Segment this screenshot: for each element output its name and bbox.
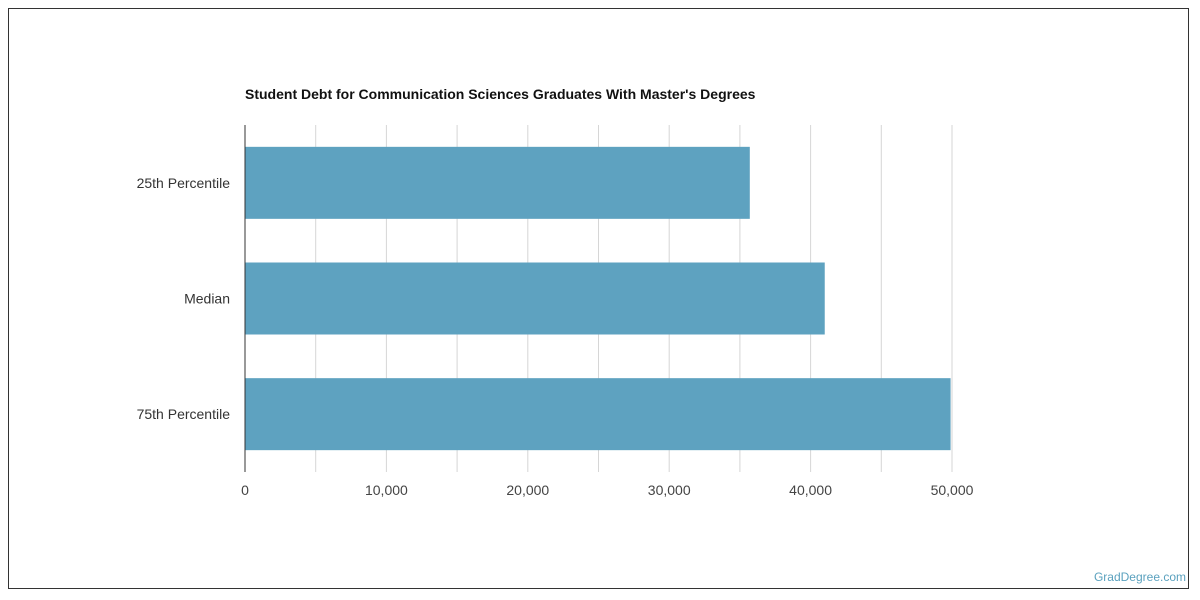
chart-frame bbox=[8, 8, 1189, 589]
y-category-label: Median bbox=[184, 291, 230, 307]
x-tick-label: 30,000 bbox=[648, 482, 691, 498]
x-tick-label: 20,000 bbox=[506, 482, 549, 498]
x-tick-label: 50,000 bbox=[931, 482, 974, 498]
x-tick-label: 10,000 bbox=[365, 482, 408, 498]
chart-title: Student Debt for Communication Sciences … bbox=[245, 86, 756, 102]
y-category-label: 75th Percentile bbox=[137, 406, 231, 422]
bar bbox=[245, 262, 825, 335]
x-tick-label: 0 bbox=[241, 482, 249, 498]
credit-link[interactable]: GradDegree.com bbox=[1093, 570, 1186, 584]
x-tick-label: 40,000 bbox=[789, 482, 832, 498]
y-category-label: 25th Percentile bbox=[137, 175, 231, 191]
bar bbox=[245, 378, 951, 451]
bar bbox=[245, 146, 750, 219]
